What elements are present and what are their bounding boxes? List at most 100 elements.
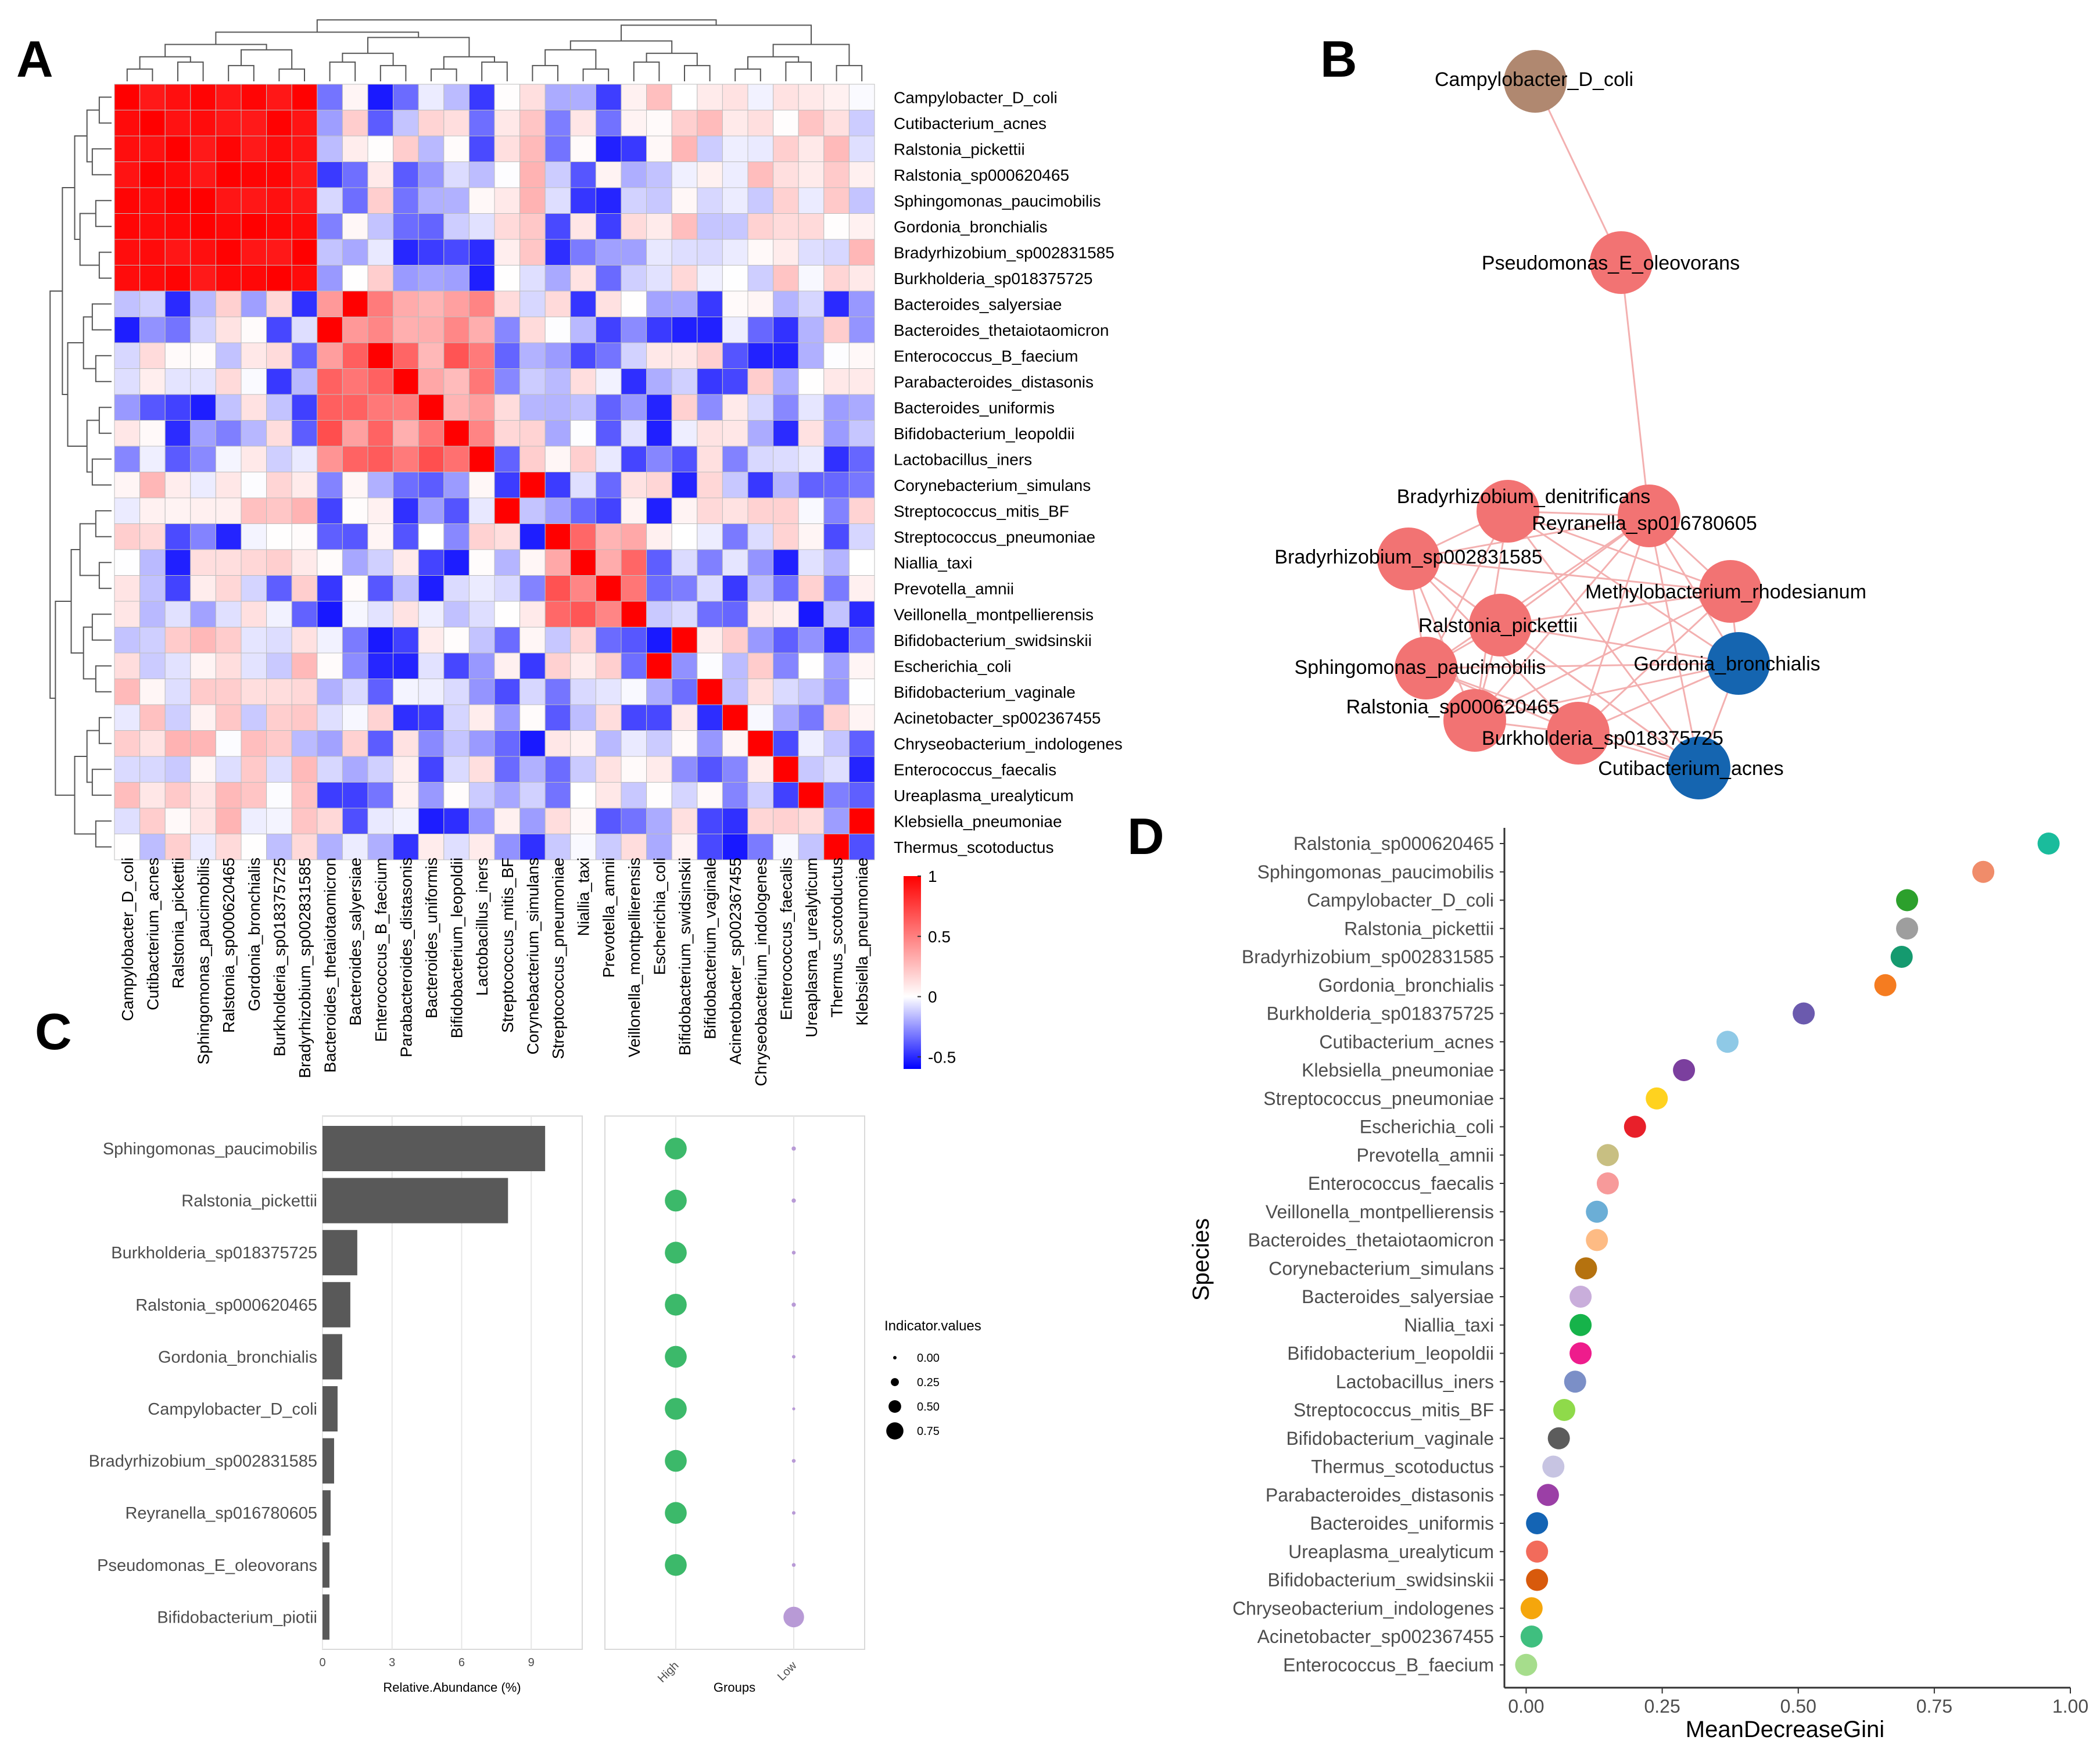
heatmap-cell xyxy=(468,84,495,110)
network-node-label: Bradyrhizobium_denitrificans xyxy=(1397,486,1651,508)
heatmap-column-label: Acinetobacter_sp002367455 xyxy=(726,857,744,1065)
indicator-legend-key xyxy=(886,1422,904,1440)
heatmap-cell xyxy=(773,601,799,627)
heatmap-cell xyxy=(848,627,875,654)
heatmap-cell xyxy=(317,342,343,369)
heatmap-cell xyxy=(418,420,445,447)
network-edge xyxy=(1474,662,1739,722)
heatmap-cell xyxy=(519,679,546,705)
heatmap-cell xyxy=(848,679,875,705)
heatmap-cell xyxy=(215,368,242,395)
heatmap-cell xyxy=(139,523,166,550)
heatmap-cell xyxy=(823,834,850,860)
heatmap-cell xyxy=(291,652,318,679)
heatmap-cell xyxy=(646,162,672,188)
heatmap-cell xyxy=(241,472,267,498)
network-edge xyxy=(1425,515,1650,669)
heatmap-cell xyxy=(291,575,318,602)
heatmap-cell xyxy=(215,135,242,162)
heatmap-cell xyxy=(342,187,368,214)
heatmap-cell xyxy=(798,162,825,188)
heatmap-cell xyxy=(671,549,698,576)
heatmap-column-label: Streptococcus_pneumoniae xyxy=(549,857,567,1059)
heatmap-cell xyxy=(621,549,647,576)
heatmap-cell xyxy=(570,575,596,602)
heatmap-cell xyxy=(646,782,672,809)
heatmap-cell xyxy=(823,368,850,395)
heatmap-cell xyxy=(747,317,774,343)
heatmap-cell xyxy=(823,782,850,809)
heatmap-left-dendrogram xyxy=(49,96,112,848)
heatmap-cell xyxy=(773,187,799,214)
heatmap-cell xyxy=(722,110,748,137)
heatmap-cell xyxy=(570,808,596,834)
heatmap-cell xyxy=(393,782,419,809)
heatmap-cell xyxy=(393,730,419,757)
heatmap-cell xyxy=(443,187,470,214)
abundance-category-label: Bradyrhizobium_sp002831585 xyxy=(89,1452,317,1471)
heatmap-cell xyxy=(697,472,723,498)
heatmap-cell xyxy=(823,575,850,602)
abundance-bar xyxy=(322,1386,338,1431)
heatmap-cell xyxy=(190,782,216,809)
heatmap-column-label: Parabacteroides_distasonis xyxy=(397,857,415,1057)
heatmap-cell xyxy=(747,782,774,809)
heatmap-cell xyxy=(342,290,368,317)
heatmap-cell xyxy=(443,730,470,757)
heatmap-cell xyxy=(291,420,318,447)
heatmap-cell xyxy=(241,782,267,809)
heatmap-cell xyxy=(570,368,596,395)
heatmap-row-label: Bacteroides_thetaiotaomicron xyxy=(894,321,1109,339)
heatmap-cell xyxy=(342,342,368,369)
heatmap-cell xyxy=(367,575,394,602)
heatmap-cell xyxy=(468,368,495,395)
gini-species-label: Enterococcus_faecalis xyxy=(1308,1173,1494,1194)
heatmap-cell xyxy=(164,368,191,395)
gini-species-label: Bifidobacterium_swidsinskii xyxy=(1268,1570,1494,1591)
heatmap-cell xyxy=(697,187,723,214)
indicator-dot-high xyxy=(665,1189,687,1212)
heatmap-cell xyxy=(317,730,343,757)
heatmap-cell xyxy=(139,420,166,447)
heatmap-cell xyxy=(848,523,875,550)
indicator-dot-low xyxy=(791,1303,796,1307)
heatmap-cell xyxy=(570,135,596,162)
heatmap-cell xyxy=(722,162,748,188)
heatmap-cell xyxy=(393,420,419,447)
gini-x-tick-label: 0.75 xyxy=(1916,1696,1952,1717)
heatmap-cell xyxy=(823,601,850,627)
heatmap-cell xyxy=(241,679,267,705)
heatmap-column-label: Klebsiella_pneumoniae xyxy=(853,857,871,1026)
network-edge xyxy=(1500,624,1700,769)
gini-species-label: Campylobacter_D_coli xyxy=(1307,890,1494,911)
heatmap-cell xyxy=(671,601,698,627)
heatmap-cell xyxy=(139,782,166,809)
heatmap-cell xyxy=(544,601,571,627)
heatmap-cell xyxy=(468,342,495,369)
heatmap-cell xyxy=(317,575,343,602)
heatmap-cell xyxy=(164,162,191,188)
heatmap-row-label: Bacteroides_salyersiae xyxy=(894,295,1062,313)
heatmap-cell xyxy=(823,627,850,654)
heatmap-cell xyxy=(342,601,368,627)
heatmap-cell xyxy=(747,110,774,137)
heatmap-cell xyxy=(519,808,546,834)
heatmap-cell xyxy=(798,446,825,472)
heatmap-cell xyxy=(747,265,774,292)
heatmap-cell xyxy=(722,368,748,395)
gini-species-label: Bifidobacterium_leopoldii xyxy=(1287,1343,1494,1364)
heatmap-cell xyxy=(773,239,799,265)
heatmap-cell xyxy=(671,110,698,137)
heatmap-cell xyxy=(418,601,445,627)
heatmap-cell xyxy=(114,782,141,809)
gini-points xyxy=(1515,833,2060,1676)
network-node xyxy=(1469,594,1532,656)
heatmap-cell xyxy=(393,523,419,550)
heatmap-cell xyxy=(291,782,318,809)
heatmap-cell xyxy=(621,110,647,137)
indicator-legend-label: 0.75 xyxy=(917,1425,940,1438)
heatmap-cell xyxy=(468,730,495,757)
indicator-legend-key xyxy=(891,1378,899,1386)
heatmap-column-label: Campylobacter_D_coli xyxy=(119,857,137,1021)
heatmap-cell xyxy=(519,575,546,602)
